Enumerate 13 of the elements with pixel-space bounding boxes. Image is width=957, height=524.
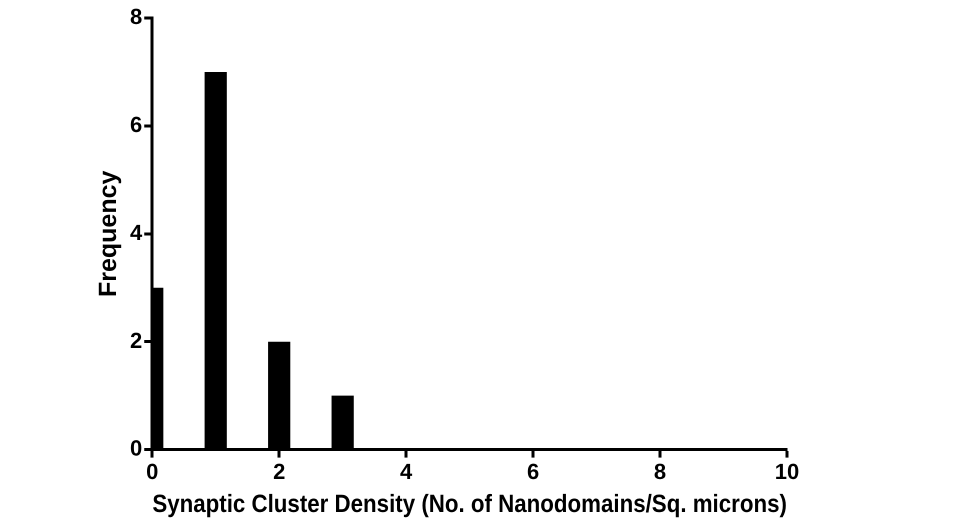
y-tick-label: 8 [130, 4, 142, 30]
x-tick-label: 4 [400, 458, 414, 484]
y-tick-label: 4 [130, 220, 143, 245]
y-tick-label: 2 [130, 328, 142, 353]
x-axis-title: Synaptic Cluster Density (No. of Nanodomains/Sq. microns) [152, 490, 787, 518]
y-axis-title: Frequency [94, 170, 122, 298]
x-tick-label: 8 [654, 458, 666, 484]
x-tick-label: 0 [146, 458, 158, 484]
y-tick-label: 0 [130, 436, 142, 461]
x-tick-label: 6 [526, 458, 540, 484]
y-tick-label: 6 [130, 112, 142, 137]
x-tick-label: 2 [273, 458, 286, 484]
x-tick-label: 10 [774, 458, 800, 484]
